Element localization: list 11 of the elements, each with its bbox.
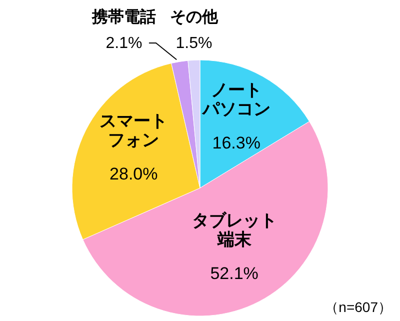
data-label: 16.3%: [212, 133, 260, 152]
data-label: 1.5%: [176, 35, 212, 52]
slice-label: 携帯電話: [90, 8, 156, 26]
slice-label: タブレット端末: [192, 210, 277, 249]
slice-label: その他: [170, 8, 219, 26]
text: （n=607）: [324, 299, 392, 315]
data-label: 28.0%: [110, 164, 158, 184]
slice-label: ノートパソコン: [201, 80, 270, 118]
data-label: 2.1%: [106, 35, 142, 52]
slice-label: スマートフォン: [100, 112, 168, 150]
data-label: 52.1%: [210, 264, 258, 283]
